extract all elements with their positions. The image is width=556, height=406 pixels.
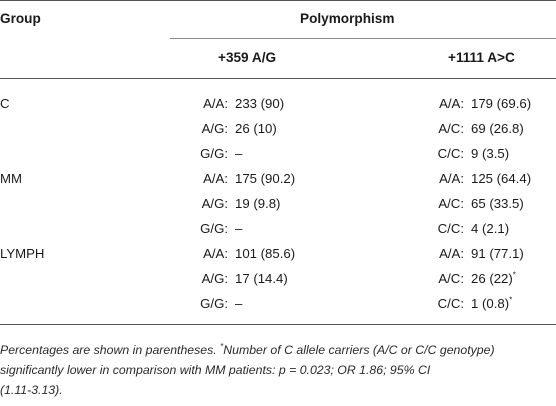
- value-359-cell: –: [235, 146, 243, 161]
- genotype-1111-cell: A/C:: [438, 271, 464, 286]
- genotype-1111-cell: C/C:: [437, 221, 464, 236]
- value-359-cell: –: [235, 296, 243, 311]
- genotype-1111-cell: A/A:: [439, 171, 464, 186]
- footnote-line-1: Percentages are shown in parentheses. *N…: [0, 341, 495, 357]
- genotype-359-cell: A/A:: [203, 171, 228, 186]
- genotype-1111-cell: C/C:: [437, 296, 464, 311]
- value-359-cell: –: [235, 221, 243, 236]
- value-1111-cell: 91 (77.1): [471, 246, 524, 261]
- genotype-1111-cell: C/C:: [437, 146, 464, 161]
- group-header: Group: [0, 11, 41, 26]
- value-359-cell: 233 (90): [235, 96, 285, 111]
- value-359-cell: 19 (9.8): [235, 196, 281, 211]
- genotype-359-cell: G/G:: [200, 296, 228, 311]
- header-rule: [0, 78, 556, 79]
- genotype-359-cell: A/G:: [201, 196, 228, 211]
- col-1111-header: +1111 A>C: [448, 50, 515, 65]
- table-footnote: Percentages are shown in parentheses. *N…: [0, 340, 552, 400]
- footnote-marker: *: [220, 341, 224, 351]
- significance-marker: *: [512, 270, 516, 280]
- genotype-359-cell: A/G:: [201, 121, 228, 136]
- group-cell: LYMPH: [0, 246, 45, 261]
- genotype-359-cell: A/A:: [203, 96, 228, 111]
- value-359-cell: 175 (90.2): [235, 171, 296, 186]
- footnote-line-2: significantly lower in comparison with M…: [0, 363, 431, 377]
- bottom-rule: [0, 324, 556, 325]
- genotype-1111-cell: A/A:: [439, 96, 464, 111]
- genotype-359-cell: G/G:: [200, 221, 228, 236]
- genotype-359-cell: A/A:: [203, 246, 228, 261]
- value-1111-cell: 179 (69.6): [471, 96, 532, 111]
- top-rule: [0, 0, 556, 1]
- value-1111-cell: 9 (3.5): [471, 146, 510, 161]
- genotype-1111-cell: A/C:: [438, 121, 464, 136]
- value-1111-cell: 65 (33.5): [471, 196, 524, 211]
- col-359-header: +359 A/G: [218, 50, 277, 65]
- polymorphism-header: Polymorphism: [300, 11, 395, 26]
- value-1111-cell: 26 (22)*: [471, 270, 516, 286]
- value-1111-cell: 1 (0.8)*: [471, 295, 513, 311]
- genotype-1111-cell: A/C:: [438, 196, 464, 211]
- group-cell: MM: [0, 171, 22, 186]
- group-cell: C: [0, 96, 10, 111]
- value-1111-cell: 4 (2.1): [471, 221, 510, 236]
- significance-marker: *: [509, 295, 513, 305]
- footnote-line-3: (1.11-3.13).: [0, 383, 63, 397]
- value-1111-cell: 125 (64.4): [471, 171, 532, 186]
- value-359-cell: 17 (14.4): [235, 271, 288, 286]
- genotype-1111-cell: A/A:: [439, 246, 464, 261]
- value-1111-cell: 69 (26.8): [471, 121, 524, 136]
- genotype-359-cell: A/G:: [201, 271, 228, 286]
- genotype-359-cell: G/G:: [200, 146, 228, 161]
- value-359-cell: 101 (85.6): [235, 246, 296, 261]
- value-359-cell: 26 (10): [235, 121, 277, 136]
- polymorphism-subrule: [170, 38, 556, 39]
